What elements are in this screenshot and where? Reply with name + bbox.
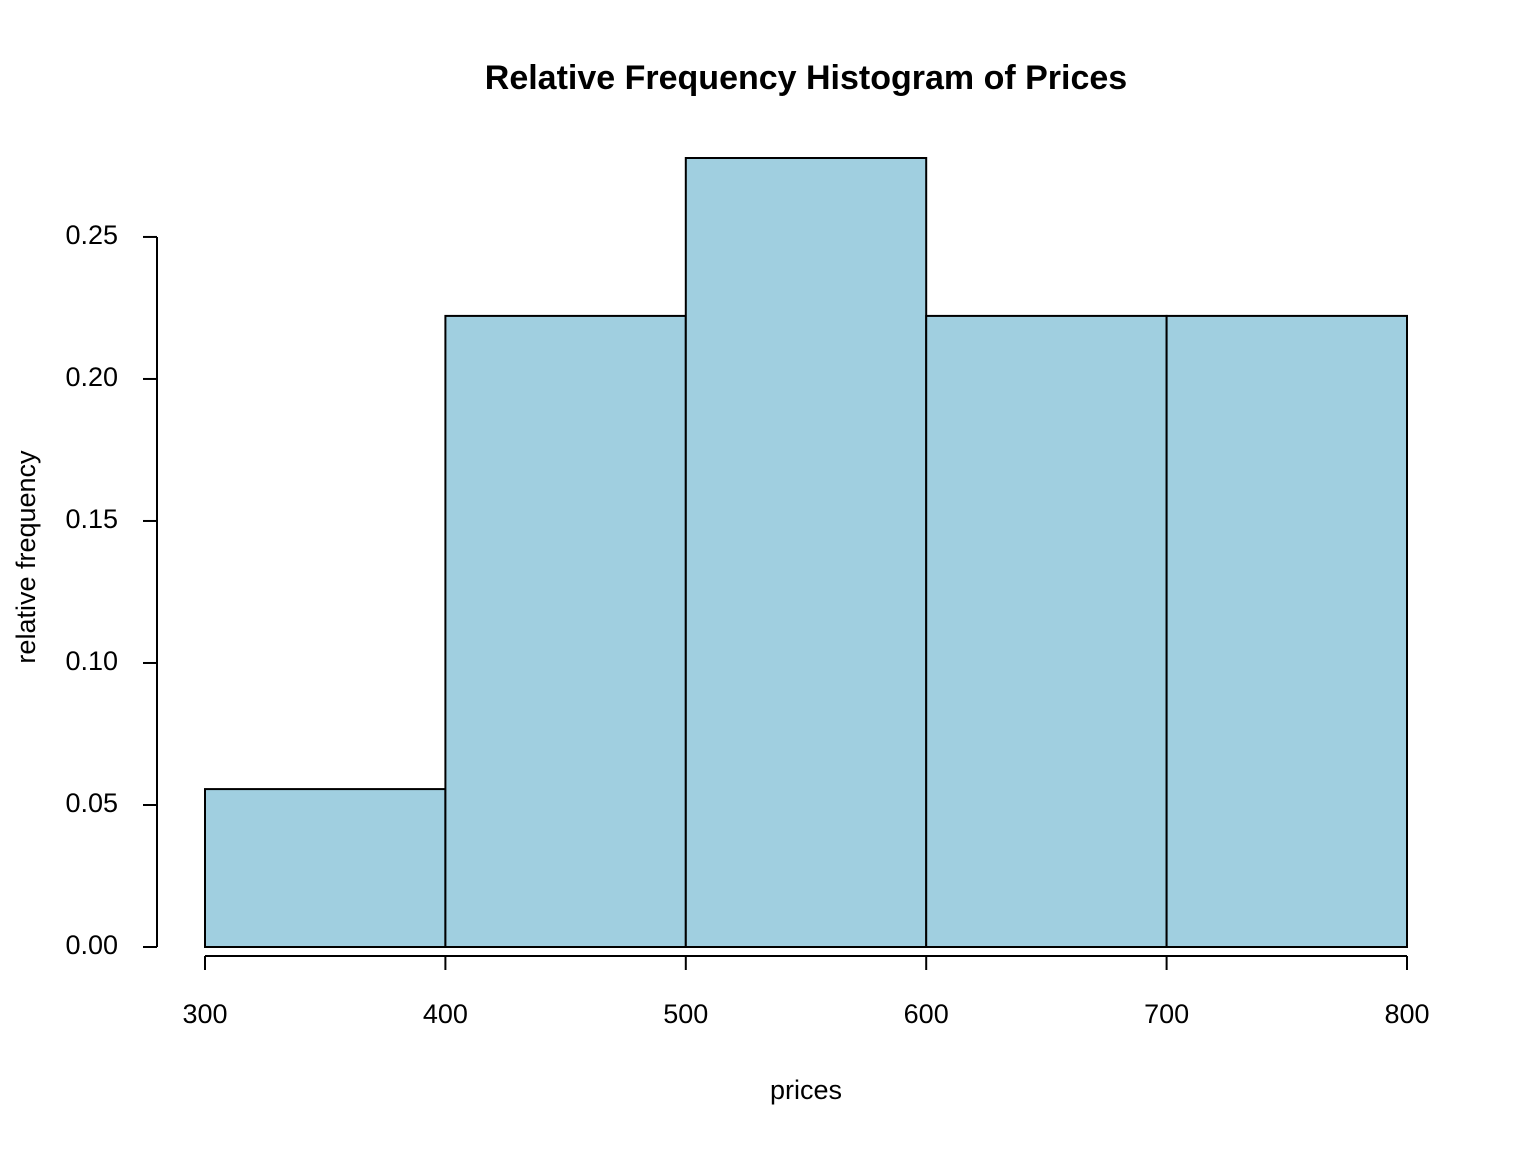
x-tick-label: 800 bbox=[1384, 999, 1429, 1029]
y-tick-label: 0.20 bbox=[65, 362, 118, 392]
bar bbox=[1165, 314, 1408, 948]
x-tick-label: 600 bbox=[904, 999, 949, 1029]
x-tick-label: 400 bbox=[423, 999, 468, 1029]
y-axis-label: relative frequency bbox=[11, 450, 41, 664]
y-tick-label: 0.00 bbox=[65, 930, 118, 960]
bar bbox=[444, 314, 687, 948]
x-tick-label: 500 bbox=[663, 999, 708, 1029]
bar bbox=[684, 157, 928, 948]
x-axis-label: prices bbox=[770, 1075, 842, 1105]
chart-title: Relative Frequency Histogram of Prices bbox=[485, 59, 1127, 97]
y-tick-label: 0.10 bbox=[65, 646, 118, 676]
bar bbox=[204, 788, 447, 948]
y-tick-label: 0.15 bbox=[65, 504, 118, 534]
bar bbox=[925, 314, 1168, 948]
x-tick-label: 300 bbox=[182, 999, 227, 1029]
y-tick-label: 0.25 bbox=[65, 220, 118, 250]
x-tick-label: 700 bbox=[1144, 999, 1189, 1029]
y-tick-label: 0.05 bbox=[65, 788, 118, 818]
